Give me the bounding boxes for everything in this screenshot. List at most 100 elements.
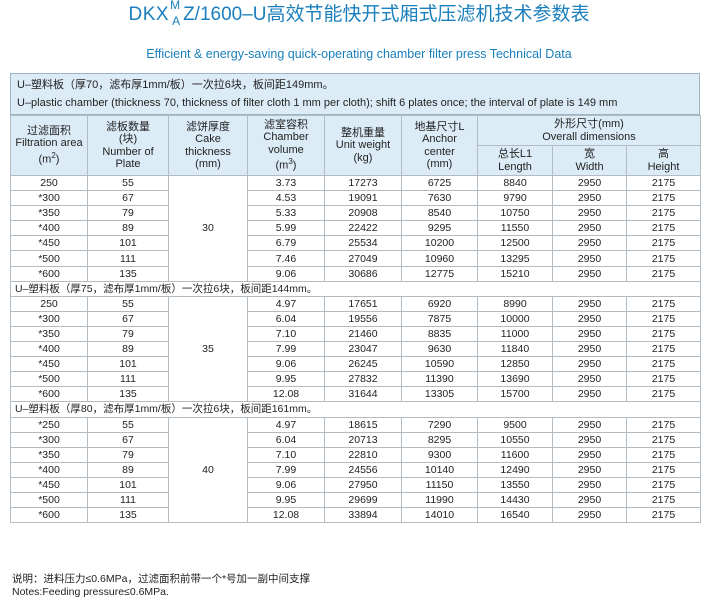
table-row: *250 55 40 4.97 18615 7290 9500 2950 2175 [10, 416, 701, 524]
cell-width: 2950 [552, 491, 627, 509]
cell-anchor: 9300 [401, 446, 478, 463]
cell-anchor: 10960 [401, 250, 478, 267]
table-row: 250 55 35 4.97 17651 6920 8990 2950 2175 [10, 295, 701, 403]
table-row: *450 101 9.06 27950 11150 13550 2950 2175 [10, 476, 701, 493]
cell-length: 8840 [477, 174, 553, 192]
cell-length: 15700 [477, 386, 553, 403]
cell-area: 250 [10, 174, 88, 192]
header-anchor-en2: center [424, 145, 455, 158]
cell-cake: 35 [168, 295, 248, 403]
header-height-en: Height [647, 160, 680, 173]
cell-anchor: 10140 [401, 461, 478, 478]
cell-area: *400 [10, 220, 88, 237]
cell-weight: 33894 [324, 507, 402, 524]
cell-area: *250 [10, 416, 88, 433]
cell-anchor: 10200 [401, 235, 478, 252]
document-title: DKX M A Z/1600–U高效节能快开式厢式压滤机技术参数表 [0, 0, 718, 28]
cell-height: 2175 [626, 491, 701, 509]
cell-length: 8990 [477, 295, 553, 312]
header-qty-en2: Plate [115, 158, 141, 170]
cell-anchor: 14010 [401, 507, 478, 524]
cell-qty: 111 [87, 371, 169, 388]
cell-length: 11000 [477, 325, 553, 343]
cell-qty: 111 [87, 250, 169, 267]
header-area-unit: (m2) [38, 150, 60, 166]
cell-area: *300 [10, 190, 88, 207]
header-cake: 滤饼厚度 Cake thickness (mm) [168, 115, 248, 176]
cell-qty: 135 [87, 507, 169, 524]
cell-qty: 67 [87, 190, 169, 207]
intro-line-cn: U–塑料板（厚70，滤布厚1mm/板）一次拉6块，板间距149mm。 [17, 79, 334, 91]
cell-volume: 9.95 [247, 371, 325, 388]
cell-anchor: 12775 [401, 265, 478, 282]
cell-anchor: 6725 [401, 174, 478, 192]
model-rest: Z/1600–U高效节能快开式厢式压滤机技术参数表 [183, 4, 590, 25]
cell-height: 2175 [626, 205, 701, 222]
cell-area: *350 [10, 205, 88, 222]
header-qty-en1: Number of [102, 145, 154, 158]
cell-area: *600 [10, 507, 88, 524]
cell-qty: 135 [87, 386, 169, 403]
header-width-en: Width [575, 160, 604, 173]
cell-height: 2175 [626, 371, 701, 388]
cell-volume: 12.08 [247, 507, 325, 524]
table-row: *300 67 6.04 20713 8295 10550 2950 2175 [10, 431, 701, 448]
cell-weight: 19091 [324, 190, 402, 207]
cell-volume: 7.10 [247, 325, 325, 343]
table-row: *500 111 9.95 27832 11390 13690 2950 2175 [10, 371, 701, 388]
cell-area: *400 [10, 341, 88, 358]
header-width-cn: 宽 [584, 148, 595, 160]
cell-weight: 20908 [324, 205, 402, 222]
table-row: *300 67 6.04 19556 7875 10000 2950 2175 [10, 310, 701, 327]
cell-length: 11600 [477, 446, 553, 463]
header-volume-en1: Chamber [263, 131, 309, 144]
cell-volume: 9.06 [247, 265, 325, 282]
cell-weight: 27049 [324, 250, 402, 267]
cell-width: 2950 [552, 190, 627, 207]
model-sub: A [172, 14, 181, 28]
cell-height: 2175 [626, 431, 701, 448]
cell-weight: 17651 [324, 295, 402, 312]
table-row: *600 135 12.08 33894 14010 16540 2950 2175 [10, 507, 701, 524]
cell-area: *450 [10, 476, 88, 493]
document-subtitle: Efficient & energy-saving quick-operatin… [146, 47, 572, 61]
table-row: *400 89 7.99 24556 10140 12490 2950 2175 [10, 461, 701, 478]
cell-qty: 89 [87, 220, 169, 237]
cell-area: *450 [10, 356, 88, 373]
cell-width: 2950 [552, 220, 627, 237]
header-cake-unit: (mm) [195, 158, 221, 170]
intro-line-en: U–plastic chamber (thickness 70, thickne… [17, 97, 618, 109]
cell-qty: 135 [87, 265, 169, 282]
group-label-row: U–塑料板（厚80，滤布厚1mm/板）一次拉6块，板间距161mm。 [10, 401, 701, 418]
cell-volume: 6.04 [247, 310, 325, 327]
cell-qty: 89 [87, 341, 169, 358]
header-weight-cn: 整机重量 [341, 126, 385, 139]
table-row: *450 101 9.06 26245 10590 12850 2950 2175 [10, 356, 701, 373]
cell-height: 2175 [626, 341, 701, 358]
cell-height: 2175 [626, 325, 701, 343]
cell-area: *500 [10, 371, 88, 388]
cell-qty: 67 [87, 310, 169, 327]
header-weight-unit: (kg) [353, 151, 373, 164]
cell-qty: 55 [87, 174, 169, 192]
cell-qty: 79 [87, 205, 169, 222]
model-sup: M [170, 0, 181, 12]
cell-length: 10000 [477, 310, 553, 327]
header-cake-en1: Cake [195, 133, 221, 145]
cell-volume: 7.10 [247, 446, 325, 463]
table-row: *350 79 7.10 21460 8835 11000 2950 2175 [10, 325, 701, 343]
cell-weight: 27950 [324, 476, 402, 493]
table-row: *400 89 7.99 23047 9630 11840 2950 2175 [10, 341, 701, 358]
header-anchor-en1: Anchor [422, 133, 457, 145]
cell-width: 2950 [552, 476, 627, 493]
table-row: *350 79 7.10 22810 9300 11600 2950 2175 [10, 446, 701, 463]
table-row: *350 79 5.33 20908 8540 10750 2950 2175 [10, 205, 701, 222]
cell-length: 11550 [477, 220, 553, 237]
cell-area: *300 [10, 431, 88, 448]
cell-length: 10750 [477, 205, 553, 222]
cell-cake: 40 [168, 416, 248, 524]
cell-area: *500 [10, 491, 88, 509]
cell-qty: 101 [87, 235, 169, 252]
cell-area: *400 [10, 461, 88, 478]
